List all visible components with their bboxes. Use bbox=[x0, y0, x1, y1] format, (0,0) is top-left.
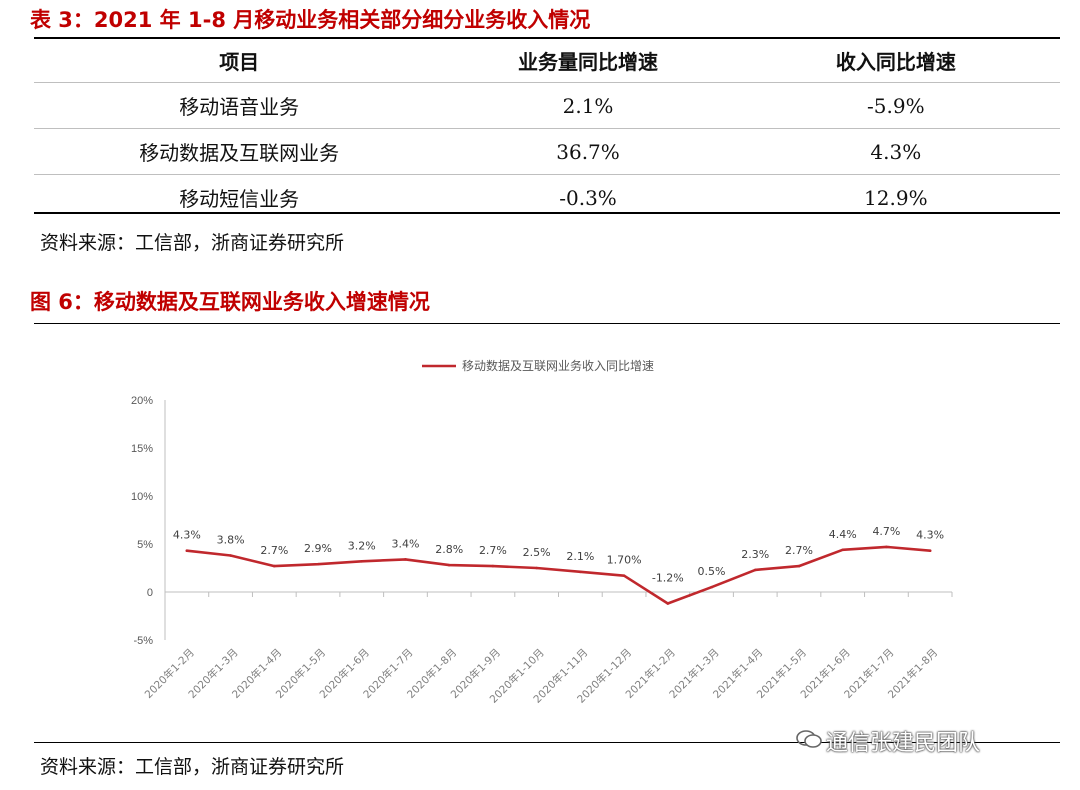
data-label: 3.8% bbox=[217, 534, 245, 547]
data-table: 项目 业务量同比增速 收入同比增速 移动语音业务 2.1% -5.9% 移动数据… bbox=[34, 38, 1060, 220]
table-header-row: 项目 业务量同比增速 收入同比增速 bbox=[34, 38, 1060, 83]
row-volume-growth: 2.1% bbox=[444, 82, 732, 129]
data-point bbox=[535, 566, 538, 570]
data-label: 4.4% bbox=[829, 528, 857, 541]
watermark-text: 通信张建民团队 bbox=[826, 731, 981, 756]
table-row: 移动语音业务 2.1% -5.9% bbox=[34, 82, 1060, 129]
table-source-note: 资料来源：工信部，浙商证券研究所 bbox=[40, 232, 345, 254]
data-label: 2.7% bbox=[785, 544, 813, 557]
y-tick-label: 0 bbox=[147, 587, 153, 599]
table-title: 表 3：2021 年 1-8 月移动业务相关部分细分业务收入情况 bbox=[30, 8, 591, 32]
data-label: 2.7% bbox=[260, 544, 288, 557]
data-label: 2.5% bbox=[523, 546, 551, 559]
data-label: 2.1% bbox=[566, 550, 594, 563]
data-label: -1.2% bbox=[652, 572, 684, 585]
data-point bbox=[710, 585, 713, 589]
row-volume-growth: 36.7% bbox=[444, 128, 732, 175]
data-point bbox=[447, 563, 451, 567]
table-bottom-rule bbox=[34, 212, 1060, 214]
y-tick-label: -5% bbox=[133, 635, 153, 647]
y-tick-label: 15% bbox=[131, 443, 153, 455]
series-line bbox=[185, 545, 932, 605]
data-label: 2.7% bbox=[479, 544, 507, 557]
data-label: 4.3% bbox=[916, 529, 944, 542]
data-label: 2.9% bbox=[304, 542, 332, 555]
data-label: 3.4% bbox=[391, 537, 419, 550]
data-point bbox=[579, 570, 582, 574]
data-point bbox=[666, 602, 670, 605]
y-tick-label: 20% bbox=[131, 395, 153, 407]
row-revenue-growth: 4.3% bbox=[731, 128, 1060, 175]
data-label: 1.70% bbox=[607, 554, 642, 567]
data-point bbox=[622, 574, 626, 577]
figure-title: 图 6：移动数据及互联网业务收入增速情况 bbox=[30, 290, 430, 314]
data-point bbox=[229, 554, 232, 557]
data-label: 0.5% bbox=[698, 565, 726, 578]
figure-top-rule bbox=[34, 323, 1060, 324]
header-revenue-growth: 收入同比增速 bbox=[731, 38, 1060, 83]
figure-bottom-rule bbox=[34, 742, 1060, 743]
data-label: 4.7% bbox=[872, 525, 900, 538]
data-point bbox=[797, 564, 801, 568]
table-row: 移动数据及互联网业务 36.7% 4.3% bbox=[34, 128, 1060, 175]
figure-source-note: 资料来源：工信部，浙商证券研究所 bbox=[40, 756, 345, 778]
table-row: 移动短信业务 -0.3% 12.9% bbox=[34, 175, 1060, 221]
data-point bbox=[316, 562, 320, 566]
row-revenue-growth: 12.9% bbox=[864, 185, 928, 210]
data-label: 2.8% bbox=[435, 543, 463, 556]
header-volume-growth: 业务量同比增速 bbox=[444, 38, 732, 83]
data-point bbox=[753, 568, 757, 572]
data-point bbox=[185, 549, 189, 553]
row-item: 移动语音业务 bbox=[34, 82, 445, 129]
row-revenue-growth: -5.9% bbox=[731, 82, 1060, 129]
data-point bbox=[273, 564, 276, 568]
data-point bbox=[360, 559, 364, 563]
data-label: 3.2% bbox=[348, 539, 376, 552]
row-item: 移动短信业务 bbox=[179, 187, 300, 211]
data-point bbox=[404, 558, 407, 561]
wechat-icon bbox=[796, 730, 822, 748]
header-item: 项目 bbox=[34, 38, 445, 83]
y-tick-label: 10% bbox=[131, 491, 153, 503]
row-volume-growth: -0.3% bbox=[559, 185, 617, 210]
line-chart: 20%15%10%5%0-5%2020年1-2月2020年1-3月2020年1-… bbox=[131, 358, 953, 706]
data-point bbox=[841, 548, 844, 552]
data-point bbox=[885, 545, 888, 549]
legend-label: 移动数据及互联网业务收入同比增速 bbox=[462, 358, 654, 373]
row-item: 移动数据及互联网业务 bbox=[34, 128, 445, 175]
data-point bbox=[491, 564, 495, 568]
data-label: 4.3% bbox=[173, 529, 201, 542]
y-tick-label: 5% bbox=[137, 539, 153, 551]
data-point bbox=[928, 549, 932, 553]
data-label: 2.3% bbox=[741, 548, 769, 561]
